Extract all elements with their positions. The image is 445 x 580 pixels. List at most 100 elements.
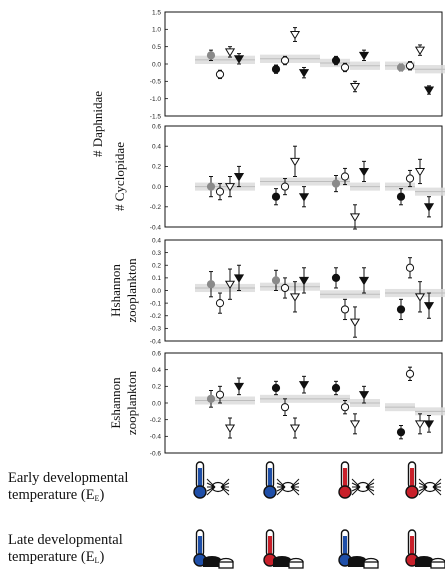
early-thermometer-mercury [268, 468, 272, 488]
data-point-filled-circle [271, 383, 281, 393]
data-point-filled-circle [396, 192, 406, 201]
late-label-line2: temperature (E [8, 549, 95, 565]
y-tick-label: 0.3 [152, 250, 161, 257]
y-tick-label: -0.4 [150, 434, 162, 441]
early-thermometer-mercury [198, 468, 202, 488]
larva-leg [276, 482, 286, 488]
data-point-filled-triangle [298, 381, 310, 390]
data-point-open-circle [405, 174, 415, 183]
late-temperature-label: Late developmental temperature (EL) [8, 532, 123, 569]
data-point-gray-circle [331, 179, 341, 188]
data-point-open-triangle [289, 31, 301, 40]
data-point-open-triangle [349, 318, 361, 328]
data-point-gray-circle [206, 394, 216, 403]
larva-leg [365, 486, 375, 496]
data-point-filled-triangle [233, 173, 245, 182]
jar-black-side [203, 560, 221, 567]
larva-leg [432, 478, 442, 488]
y-tick-label: 0.4 [152, 144, 161, 151]
data-point-gray-circle [206, 280, 216, 289]
larva-leg [418, 482, 428, 488]
y-tick-label: 0.1 [152, 275, 161, 282]
early-thermometer-bulb [263, 485, 277, 499]
late-thermometer-mercury [343, 536, 347, 556]
panel-frame [164, 125, 443, 228]
data-point-filled-triangle [233, 382, 245, 392]
data-point-open-circle [280, 403, 290, 412]
y-tick-label: 0.4 [152, 237, 161, 244]
late-label-line1: Late developmental [8, 532, 123, 548]
jar-white-side [218, 561, 234, 569]
data-point-open-circle [340, 63, 350, 72]
jar-black-side [415, 560, 433, 567]
larva-leg [351, 478, 361, 488]
data-point-open-circle [280, 283, 290, 293]
larva-leg [276, 478, 286, 488]
jar-black-side [348, 560, 366, 567]
data-point-open-triangle [414, 167, 426, 177]
y-tick-label: 0.2 [152, 164, 161, 171]
jar-white-side [363, 561, 379, 569]
data-point-filled-circle [331, 273, 341, 282]
early-label-subscript: E [94, 494, 100, 503]
data-point-filled-circle [331, 56, 341, 65]
data-point-open-circle [215, 187, 225, 196]
larva-leg [220, 478, 230, 488]
larva-leg [418, 486, 428, 496]
data-point-open-circle [215, 390, 225, 399]
data-point-open-triangle [224, 48, 236, 57]
y-tick-label: 0.6 [152, 350, 161, 357]
larva-leg [365, 482, 375, 488]
data-point-gray-circle [396, 63, 406, 72]
data-point-gray-circle [206, 182, 216, 191]
y-tick-label: -1.5 [150, 113, 162, 120]
y-tick-label: -0.6 [150, 450, 162, 457]
data-point-filled-triangle [233, 274, 245, 283]
data-point-open-triangle [224, 280, 236, 290]
data-point-open-circle [405, 61, 415, 70]
data-point-open-circle [280, 56, 290, 65]
data-point-filled-circle [331, 383, 341, 393]
y-tick-label: 0.6 [152, 123, 161, 130]
data-point-open-circle [280, 182, 290, 191]
data-point-open-circle [340, 305, 350, 314]
late-thermometer-mercury [268, 536, 272, 556]
y-tick-label: 1.0 [152, 27, 161, 34]
y-tick-label: -0.3 [150, 326, 162, 333]
larva-leg [351, 482, 361, 488]
data-point-filled-triangle [233, 55, 245, 64]
larva-leg [290, 482, 300, 488]
larva-leg [220, 482, 230, 488]
y-tick-label: 0.0 [152, 61, 161, 68]
data-point-filled-triangle [298, 276, 310, 286]
data-point-filled-triangle [423, 86, 435, 95]
y-tick-label: 0.4 [152, 367, 161, 374]
data-point-filled-triangle [298, 193, 310, 202]
data-point-filled-triangle [358, 167, 370, 177]
jar-black-side [273, 560, 291, 567]
y-tick-label: 0.2 [152, 263, 161, 270]
data-point-filled-circle [271, 192, 281, 201]
y-tick-label: 1.5 [152, 9, 161, 16]
y-axis-label: # Cyclopidae [112, 142, 127, 211]
data-point-filled-triangle [423, 420, 435, 429]
y-axis-label-line2: zooplankton [124, 258, 139, 323]
data-point-open-triangle [289, 424, 301, 433]
larva-leg [290, 486, 300, 496]
data-point-filled-triangle [358, 51, 370, 61]
data-point-filled-triangle [423, 203, 435, 212]
data-point-open-triangle [349, 83, 361, 92]
late-label-subscript: L [94, 556, 100, 565]
y-axis-label: # Daphnidae [90, 91, 105, 157]
late-label-close: ) [99, 549, 105, 565]
early-thermometer-bulb [405, 485, 419, 499]
y-tick-label: -1.0 [150, 96, 162, 103]
early-thermometer-mercury [410, 468, 414, 488]
early-label-close: ) [99, 487, 105, 503]
data-point-open-triangle [414, 293, 426, 302]
y-tick-label: 0.0 [152, 184, 161, 191]
data-point-open-triangle [224, 183, 236, 192]
y-axis-label-line1: Eshannon [108, 377, 123, 429]
data-point-filled-circle [396, 305, 406, 314]
early-temperature-label: Early developmental temperature (EE) [8, 470, 128, 507]
